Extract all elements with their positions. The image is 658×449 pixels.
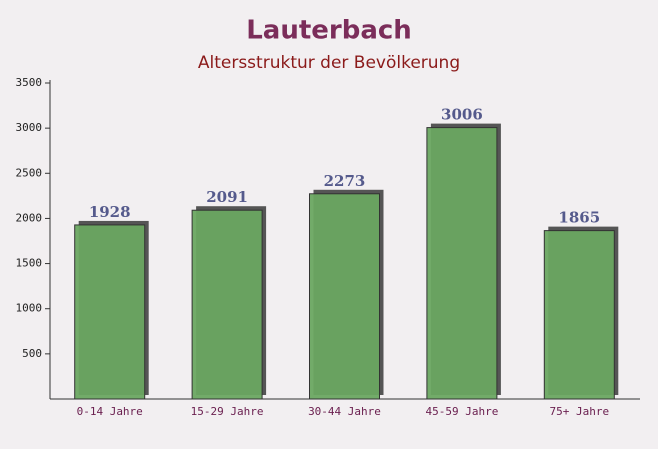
value-label: 2091 bbox=[206, 188, 248, 206]
y-tick-label: 500 bbox=[22, 347, 42, 360]
bar bbox=[74, 224, 146, 400]
y-tick-label: 1500 bbox=[16, 257, 43, 270]
x-tick-label: 75+ Jahre bbox=[549, 405, 609, 418]
value-label: 1865 bbox=[558, 209, 600, 227]
value-label: 3006 bbox=[441, 106, 483, 124]
chart-subtitle: Altersstruktur der Bevölkerung bbox=[198, 53, 460, 73]
value-label: 2273 bbox=[324, 172, 366, 190]
y-tick-label: 2500 bbox=[16, 166, 43, 179]
value-label: 1928 bbox=[89, 203, 131, 221]
bar bbox=[309, 193, 380, 400]
x-tick-label: 30-44 Jahre bbox=[308, 405, 381, 418]
x-tick-label: 45-59 Jahre bbox=[425, 405, 498, 418]
y-tick-label: 3500 bbox=[16, 76, 43, 89]
x-tick-label: 15-29 Jahre bbox=[191, 405, 264, 418]
bar bbox=[543, 230, 615, 400]
chart-title: Lauterbach bbox=[246, 16, 412, 46]
y-tick-label: 1000 bbox=[16, 302, 43, 315]
bar bbox=[426, 127, 498, 400]
x-tick-label: 0-14 Jahre bbox=[77, 405, 143, 418]
y-tick-label: 3000 bbox=[16, 121, 43, 134]
y-tick-label: 2000 bbox=[16, 211, 43, 224]
bar bbox=[191, 209, 263, 400]
